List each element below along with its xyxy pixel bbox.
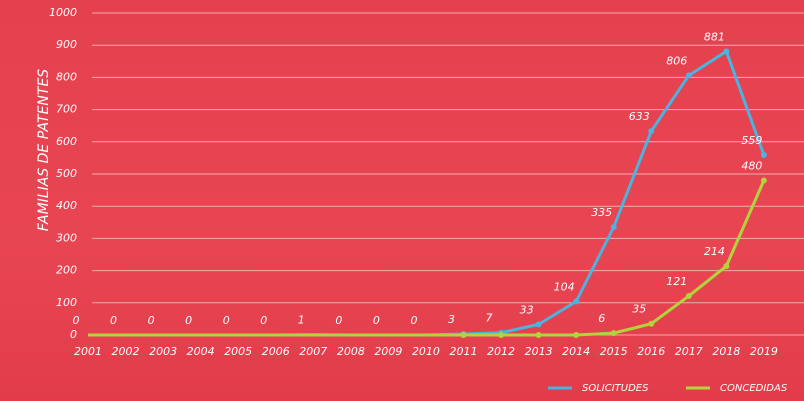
x-tick-label: 2012 [487,345,515,358]
point [536,332,542,338]
data-label: 214 [704,245,725,258]
point [761,152,767,158]
x-tick-label: 2005 [224,345,252,358]
x-tick-label: 2007 [299,345,327,358]
data-label: 7 [486,312,493,325]
data-label: 6 [598,312,605,325]
y-tick-label: 200 [56,264,77,277]
x-tick-label: 2017 [675,345,703,358]
data-label: 0 [110,314,117,327]
data-label: 0 [73,314,80,327]
data-label: 1 [298,314,305,327]
data-label: 0 [185,314,192,327]
point [573,299,579,305]
data-label: 0 [260,314,267,327]
data-label: 0 [223,314,230,327]
y-tick-label: 800 [56,70,77,83]
x-tick-label: 2001 [74,345,102,358]
point [761,177,767,183]
data-label: 559 [741,134,762,147]
point [611,224,617,230]
data-label: 881 [704,30,725,43]
data-label: 806 [666,54,687,67]
point [723,48,729,54]
legend-label: SOLICITUDES [582,383,649,394]
point [536,321,542,327]
x-tick-label: 2004 [187,345,215,358]
data-label: 0 [373,314,380,327]
y-tick-label: 100 [56,296,77,309]
y-axis-title: FAMILIAS DE PATENTES [36,69,52,232]
data-label: 480 [741,159,762,172]
point [648,128,654,134]
data-label: 33 [520,303,534,316]
x-tick-label: 2014 [562,345,590,358]
y-tick-label: 500 [56,167,77,180]
point [648,321,654,327]
data-label: 0 [410,314,417,327]
data-label: 3 [448,313,455,326]
data-label: 633 [629,110,650,123]
x-tick-label: 2009 [374,345,402,358]
x-tick-label: 2003 [149,345,177,358]
data-label: 0 [335,314,342,327]
data-label: 121 [666,275,687,288]
data-label: 104 [554,281,575,294]
y-tick-label: 900 [56,38,77,51]
series-line [88,180,764,335]
x-tick-label: 2002 [112,345,140,358]
y-tick-label: 700 [56,103,77,116]
y-tick-label: 600 [56,135,77,148]
x-tick-label: 2016 [637,345,665,358]
x-tick-label: 2008 [337,345,365,358]
x-tick-label: 2010 [412,345,440,358]
data-label: 35 [632,303,646,316]
x-tick-label: 2015 [600,345,628,358]
x-tick-label: 2011 [450,345,478,358]
point [461,332,467,338]
chart: FAMILIAS DE PATENTES 0100200300400500600… [0,0,804,401]
point [686,293,692,299]
point [723,263,729,269]
y-tick-label: 1000 [49,6,77,19]
point [573,332,579,338]
x-tick-label: 2019 [750,345,778,358]
x-tick-label: 2018 [712,345,740,358]
y-tick-label: 0 [70,328,77,341]
x-tick-label: 2006 [262,345,290,358]
x-tick-label: 2013 [525,345,553,358]
y-tick-label: 400 [56,199,77,212]
legend-label: CONCEDIDAS [720,383,788,394]
data-label: 335 [591,206,612,219]
data-label: 0 [148,314,155,327]
y-tick-label: 300 [56,231,77,244]
point [498,332,504,338]
point [611,330,617,336]
series-line [88,51,764,335]
point [686,72,692,78]
